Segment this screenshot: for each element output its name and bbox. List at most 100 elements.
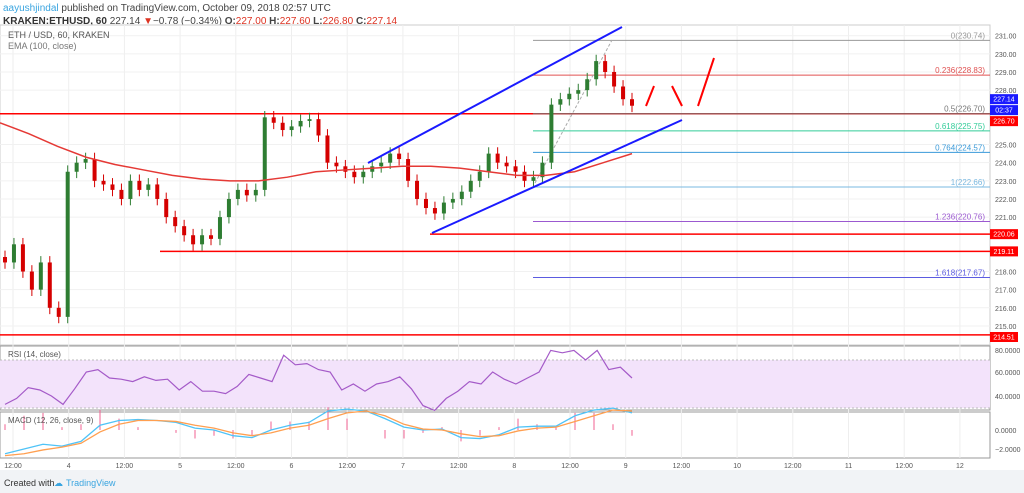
header: aayushjindal published on TradingView.co… (3, 2, 397, 28)
candle (128, 180, 133, 199)
fib-trend-line (534, 39, 613, 184)
time-tick-label: 8 (512, 463, 516, 470)
candle (110, 184, 115, 190)
price-badge-label: 02:37 (995, 108, 1013, 115)
candle (540, 162, 545, 178)
candle (621, 86, 626, 100)
price-badge-label: 220.06 (993, 232, 1015, 239)
time-tick-label: 12:00 (116, 463, 134, 470)
candle (83, 159, 88, 163)
time-tick-label: 12:00 (450, 463, 468, 470)
candle (406, 159, 411, 181)
macd-legend[interactable]: MACD (12, 26, close, 9) (8, 416, 94, 425)
fib-level-label: 0.236(228.83) (935, 66, 985, 75)
candle (558, 99, 563, 105)
candle (200, 235, 205, 245)
price-badge (990, 229, 1018, 240)
main-pane (0, 24, 991, 346)
change: −0.78 (−0.34%) (152, 16, 222, 27)
candle (20, 244, 25, 272)
low: 226.80 (322, 16, 354, 27)
candle (316, 119, 321, 136)
price-tick-label: 223.00 (995, 179, 1017, 186)
rsi-legend[interactable]: RSI (14, close) (8, 350, 61, 359)
candle (262, 117, 267, 190)
high: 227.60 (279, 16, 311, 27)
down-arrow-icon: ▼ (143, 16, 153, 27)
candle (173, 217, 178, 227)
price-badge-label: 214.51 (993, 335, 1015, 342)
price-tick-label: 228.00 (995, 88, 1017, 95)
candle (352, 171, 357, 178)
candle (486, 153, 491, 172)
price-badge (990, 105, 1018, 116)
fib-level-label: 0.764(224.57) (935, 143, 985, 152)
fib-level-label: 0(230.74) (951, 31, 986, 40)
ema-line (0, 122, 633, 182)
candle (155, 184, 160, 199)
candle (370, 166, 375, 172)
fib-level-label: 1(222.66) (951, 178, 986, 187)
price-tick-label: 218.00 (995, 270, 1017, 277)
candle (29, 271, 34, 290)
candle (101, 180, 106, 185)
author-link[interactable]: aayushjindal (3, 3, 59, 14)
candle (585, 79, 590, 91)
candle (146, 184, 151, 190)
candle (459, 191, 464, 199)
price-tick-label: 217.00 (995, 288, 1017, 295)
time-tick-label: 12:00 (784, 463, 802, 470)
candle (379, 162, 384, 167)
candle (477, 171, 482, 181)
symbol: KRAKEN:ETHUSD, 60 (3, 16, 107, 27)
candle (567, 93, 572, 100)
chart-title: ETH / USD, 60, KRAKEN (8, 30, 110, 40)
candle (47, 262, 52, 308)
price-tick-label: 215.00 (995, 324, 1017, 331)
candle (432, 208, 437, 214)
channel-lower-line (431, 119, 683, 234)
time-tick-label: 10 (733, 463, 741, 470)
candle (235, 189, 240, 199)
candle (244, 189, 249, 196)
price-tick-label: 222.00 (995, 197, 1017, 204)
publish-info: published on TradingView.com, October 09… (61, 3, 331, 14)
projection-arrow (645, 85, 655, 107)
candle (531, 177, 536, 181)
candle (119, 189, 124, 199)
tradingview-link[interactable]: TradingView (66, 478, 116, 488)
candle (576, 90, 581, 94)
ema-legend[interactable]: EMA (100, close) (8, 41, 77, 51)
channel-upper-line (367, 26, 623, 164)
time-tick-label: 7 (401, 463, 405, 470)
price-chart[interactable]: 12:00 4 12:00 5 12:00 6 12:00 7 12:00 8 12:00 9 12:0… (0, 0, 1024, 470)
candle (56, 307, 61, 317)
price-badge (990, 94, 1018, 105)
time-tick-label: 5 (178, 463, 182, 470)
rsi-tick-label: 40.0000 (995, 394, 1020, 401)
price-tick-label: 221.00 (995, 215, 1017, 222)
candle (603, 61, 608, 72)
price-badge (990, 246, 1018, 257)
price-badge-label: 226.70 (993, 119, 1015, 126)
rsi-tick-label: 80.0000 (995, 348, 1020, 355)
time-tick-label: 12:00 (227, 463, 245, 470)
fib-level-label: 0.5(226.70) (944, 105, 985, 114)
rsi-line (4, 349, 633, 412)
price-badge (990, 116, 1018, 127)
rsi-tick-label: 60.0000 (995, 370, 1020, 377)
time-tick-label: 11 (845, 463, 852, 470)
candle (3, 257, 7, 263)
candle (289, 126, 294, 131)
candle (191, 235, 196, 245)
time-tick-label: 12:00 (4, 463, 22, 470)
candle (450, 198, 455, 203)
fib-level-label: 0.618(225.75) (935, 122, 985, 131)
candle (594, 61, 599, 80)
candle (334, 162, 339, 167)
time-tick-label: 12:00 (673, 463, 691, 470)
last-price: 227.14 (109, 16, 141, 27)
fib-level-label: 1.236(220.76) (935, 212, 985, 221)
l-label: L: (313, 16, 323, 27)
candle (522, 171, 527, 181)
